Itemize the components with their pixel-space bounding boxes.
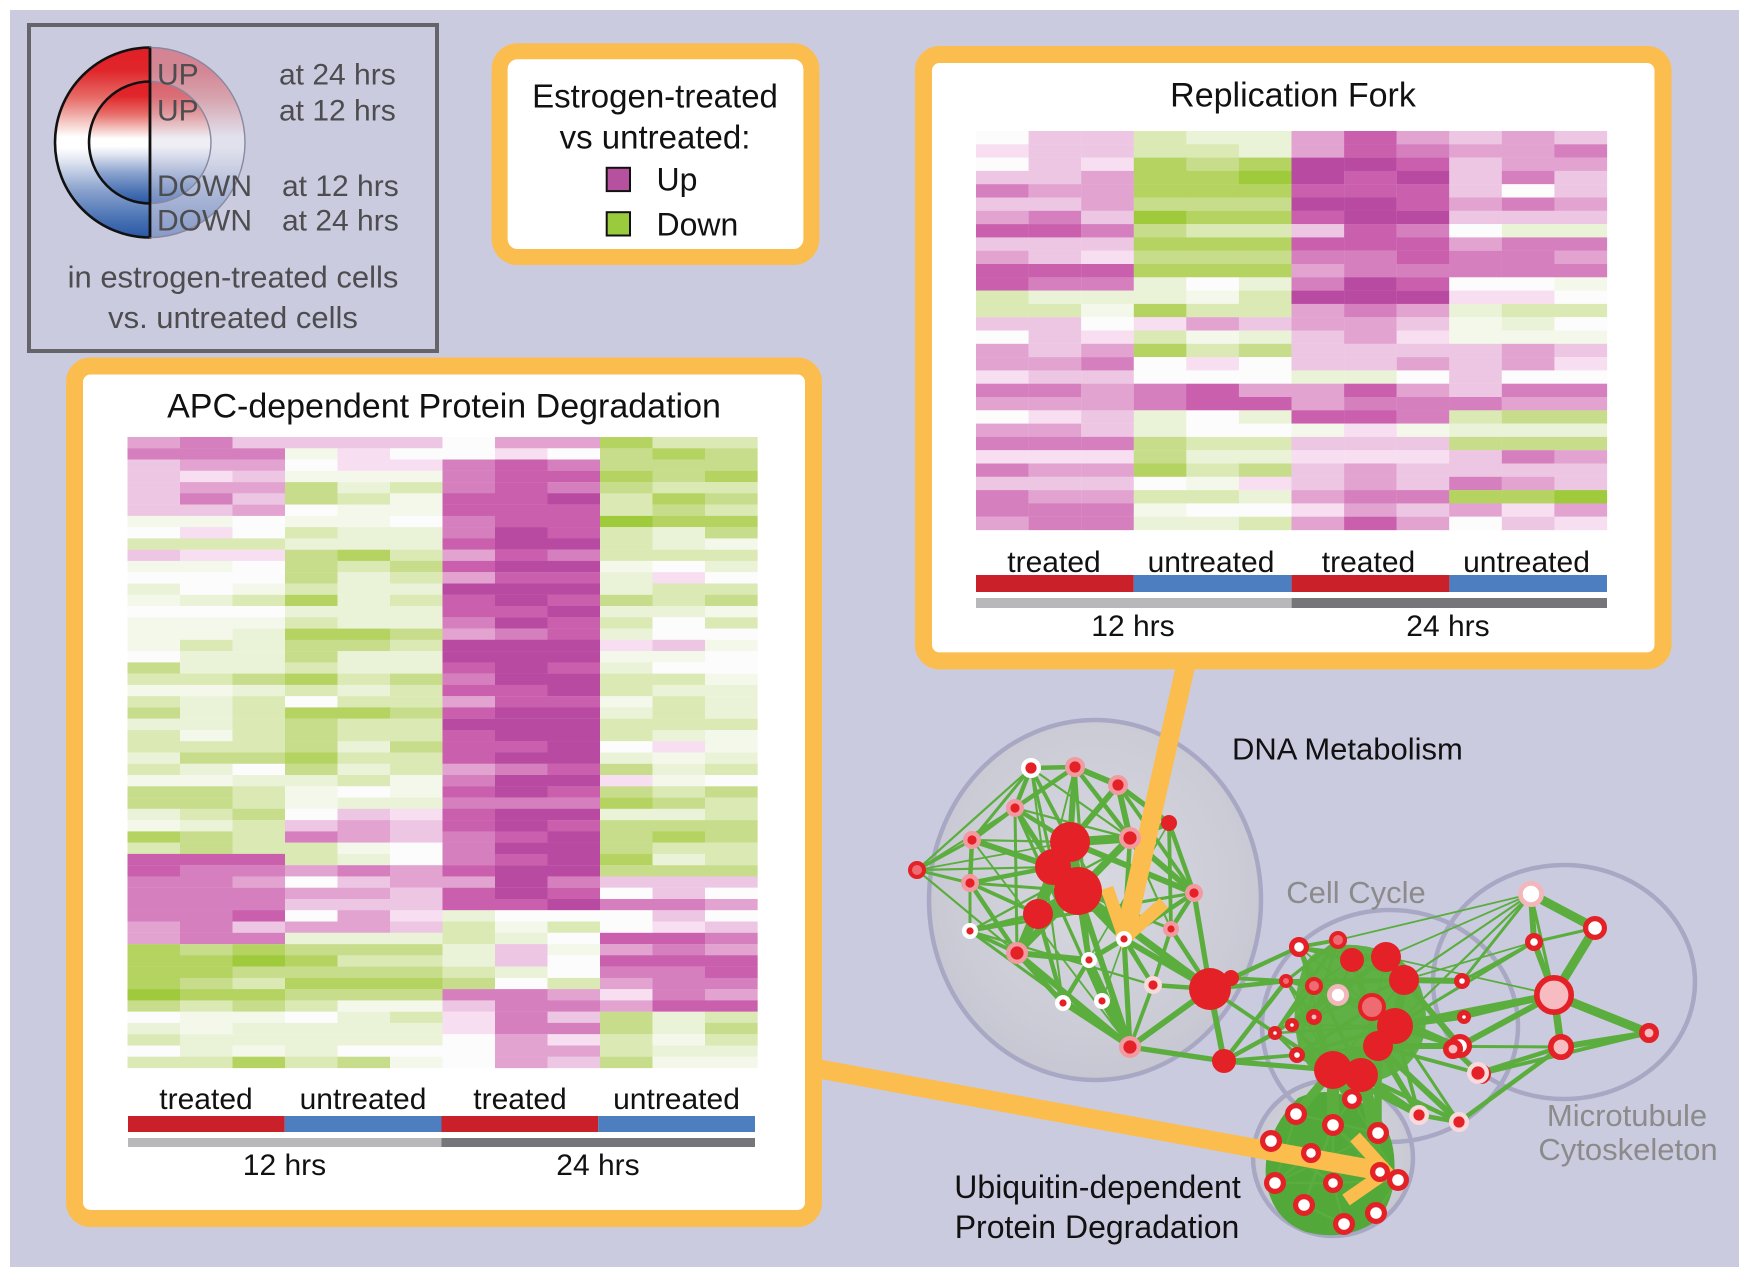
svg-text:12 hrs: 12 hrs xyxy=(1091,610,1174,643)
svg-text:Estrogen-treated: Estrogen-treated xyxy=(532,78,778,115)
svg-text:Microtubule: Microtubule xyxy=(1547,1098,1707,1133)
svg-text:Replication Fork: Replication Fork xyxy=(1170,76,1417,114)
svg-text:DOWN: DOWN xyxy=(157,205,252,238)
svg-text:treated: treated xyxy=(473,1083,566,1116)
svg-text:24 hrs: 24 hrs xyxy=(556,1149,639,1182)
svg-text:untreated: untreated xyxy=(613,1083,740,1116)
svg-text:DOWN: DOWN xyxy=(157,170,252,203)
svg-text:Up: Up xyxy=(657,162,698,198)
svg-text:12 hrs: 12 hrs xyxy=(243,1149,326,1182)
svg-text:in estrogen-treated cells: in estrogen-treated cells xyxy=(68,260,399,295)
svg-text:untreated: untreated xyxy=(1463,546,1590,579)
svg-text:vs. untreated cells: vs. untreated cells xyxy=(108,300,358,335)
svg-text:treated: treated xyxy=(1322,546,1415,579)
svg-text:Cytoskeleton: Cytoskeleton xyxy=(1538,1132,1717,1167)
svg-text:24 hrs: 24 hrs xyxy=(1406,610,1489,643)
svg-text:Ubiquitin-dependent: Ubiquitin-dependent xyxy=(954,1169,1241,1205)
svg-text:at 12 hrs: at 12 hrs xyxy=(279,95,396,128)
svg-text:at 24 hrs: at 24 hrs xyxy=(282,205,399,238)
svg-text:DNA Metabolism: DNA Metabolism xyxy=(1232,732,1463,767)
svg-text:UP: UP xyxy=(157,59,199,92)
svg-text:Cell Cycle: Cell Cycle xyxy=(1286,875,1426,910)
svg-text:Down: Down xyxy=(657,206,739,242)
svg-text:untreated: untreated xyxy=(1148,546,1275,579)
svg-text:at 24 hrs: at 24 hrs xyxy=(279,59,396,92)
svg-text:treated: treated xyxy=(1007,546,1100,579)
svg-text:vs untreated:: vs untreated: xyxy=(560,119,751,156)
svg-text:treated: treated xyxy=(159,1083,252,1116)
svg-text:at 12 hrs: at 12 hrs xyxy=(282,170,399,203)
svg-text:UP: UP xyxy=(157,95,199,128)
svg-text:Protein Degradation: Protein Degradation xyxy=(955,1209,1240,1245)
svg-text:untreated: untreated xyxy=(300,1083,427,1116)
svg-text:APC-dependent Protein Degradat: APC-dependent Protein Degradation xyxy=(167,387,721,425)
